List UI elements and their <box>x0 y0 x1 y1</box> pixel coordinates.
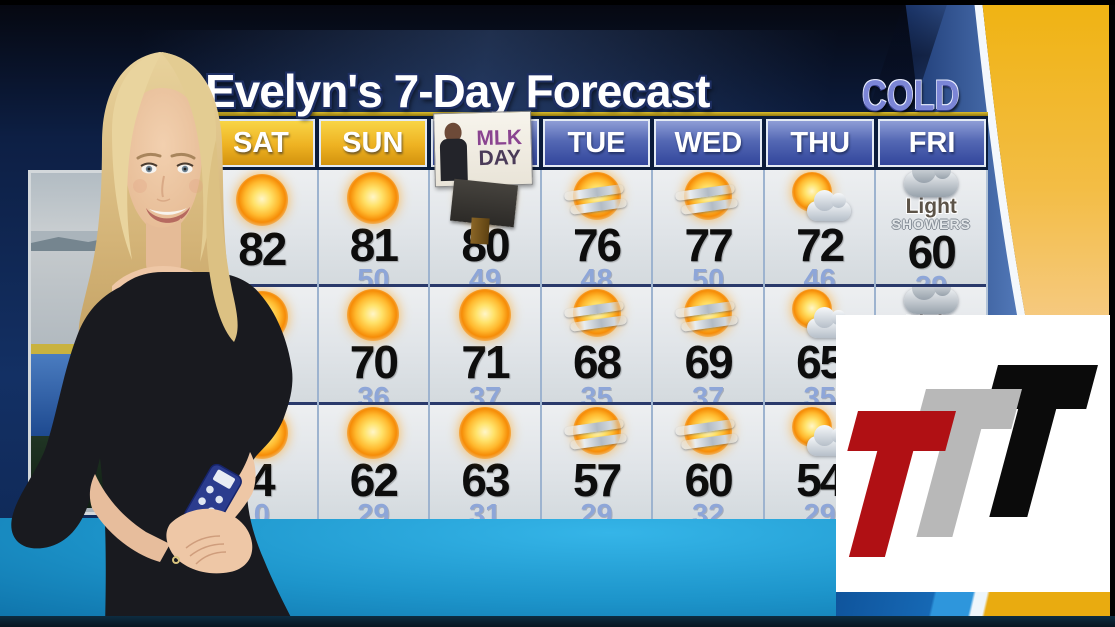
sunny-icon <box>458 406 511 459</box>
condition-label: Light <box>905 195 957 218</box>
presenter-face <box>124 88 202 232</box>
day-header-fri: FRI <box>878 119 987 167</box>
presenter-hair-front-left <box>112 52 160 260</box>
weather-presenter <box>11 52 296 627</box>
forecast-cell: 60 32 <box>653 401 763 519</box>
sunny-icon <box>347 289 400 342</box>
low-temp: 39 <box>915 273 947 285</box>
forecast-title: Evelyn's 7-Day Forecast <box>205 65 710 117</box>
forecast-cell: 63 31 <box>430 401 540 519</box>
sun-high-clouds-icon <box>563 172 627 224</box>
forecast-cell: 76 48 <box>541 170 652 285</box>
mlk-day-text: MLK DAY <box>476 126 523 171</box>
low-temp: 37 <box>468 381 502 402</box>
high-temp: 60 <box>907 226 957 278</box>
presenter-hair-strand <box>206 140 238 342</box>
high-temp: 57 <box>572 453 622 506</box>
logo-letter-t-black <box>986 365 1098 517</box>
high-temp: 72 <box>796 219 845 271</box>
low-temp: 50 <box>357 264 390 285</box>
sun-high-clouds-icon <box>674 172 739 224</box>
station-logo-box <box>836 315 1110 592</box>
forecast-cell: 62 29 <box>318 401 429 519</box>
forecast-cell: 81 50 <box>318 170 429 285</box>
low-temp: 48 <box>580 264 613 285</box>
station-logo <box>847 365 1098 557</box>
rain-cloud-icon <box>904 170 959 197</box>
day-header-sun: SUN <box>318 119 427 167</box>
day-header-wed: WED <box>654 119 763 167</box>
mlk-figure <box>437 118 469 182</box>
mlk-day-photo-card: MLK DAY <box>433 110 533 188</box>
mlk-podium-stand <box>470 217 490 245</box>
lower-right-color-bands <box>836 591 1110 619</box>
high-temp: 69 <box>684 336 734 389</box>
high-temp: 63 <box>461 453 510 506</box>
low-temp: 32 <box>691 498 725 519</box>
presenter-forearm <box>89 474 170 562</box>
high-temp: 68 <box>572 336 622 389</box>
presenter-ring <box>172 556 180 564</box>
partly-cloudy-icon <box>790 172 851 224</box>
low-temp: 49 <box>468 264 502 285</box>
low-temp: 36 <box>357 381 390 402</box>
logo-letter-t-red <box>847 411 956 557</box>
forecast-cell: 72 46 <box>764 170 875 285</box>
high-temp: 62 <box>349 453 399 506</box>
low-temp: 0 <box>253 498 270 519</box>
low-temp: 29 <box>803 498 836 519</box>
presenter-eyebrow <box>170 152 196 160</box>
forecast-cell: Light SHOWERS 60 39 <box>876 170 987 285</box>
forecast-cell: 70 36 <box>318 284 429 402</box>
sun-high-clouds-icon <box>674 289 739 341</box>
forecast-cell: 77 50 <box>653 170 763 285</box>
low-temp: 35 <box>803 381 836 402</box>
sunny-icon <box>235 172 288 228</box>
low-temp: 29 <box>357 498 390 519</box>
forecast-cell: 57 29 <box>541 401 652 519</box>
right-edge-bar <box>1109 0 1115 627</box>
sun-high-clouds-icon <box>563 406 627 459</box>
bottom-edge-bar <box>0 616 1115 627</box>
high-temp: 60 <box>684 453 734 506</box>
day-header-thu: THU <box>766 119 875 167</box>
condition-tag: COLD <box>862 72 960 120</box>
low-temp: 37 <box>691 381 725 402</box>
low-temp: 50 <box>691 264 725 285</box>
high-temp: 70 <box>349 336 399 389</box>
forecast-cell: 71 37 <box>430 284 540 402</box>
low-temp: 29 <box>580 498 613 519</box>
high-temp: 82 <box>238 223 287 275</box>
sunny-icon <box>347 172 400 224</box>
presenter-hands <box>166 508 253 574</box>
presenter-hair-front-right <box>162 52 216 262</box>
sun-high-clouds-icon <box>674 406 739 459</box>
top-edge-bar <box>0 0 1115 5</box>
forecast-cell: 68 35 <box>541 284 652 402</box>
high-temp: 71 <box>461 336 510 389</box>
low-temp: 46 <box>803 264 836 285</box>
sunny-icon <box>347 406 400 459</box>
high-temp: 77 <box>684 219 734 271</box>
sunny-icon <box>458 289 511 342</box>
condition-sublabel: SHOWERS <box>891 216 971 232</box>
rain-cloud-icon <box>904 287 959 315</box>
forecast-column-wed: 77 50 69 37 60 32 <box>651 170 763 519</box>
forecast-column-tue: 76 48 68 35 57 29 <box>539 170 652 519</box>
presenter-eyebrow <box>136 152 162 160</box>
day-header-row: SAT SUN TUE WED THU FRI <box>205 116 988 170</box>
forecast-column-sun: 81 50 70 36 62 29 <box>316 170 429 519</box>
high-temp: 76 <box>572 219 622 271</box>
low-temp: 31 <box>468 498 502 519</box>
forecast-cell: 69 37 <box>653 284 763 402</box>
low-temp: 35 <box>580 381 613 402</box>
table-top-gold-line <box>205 112 988 116</box>
presenter-mouth <box>146 207 190 223</box>
high-temp: 81 <box>349 219 399 271</box>
day-header-tue: TUE <box>542 119 651 167</box>
presenter-dress <box>11 272 296 627</box>
day-header-sat: SAT <box>207 119 315 167</box>
sun-high-clouds-icon <box>563 289 627 341</box>
